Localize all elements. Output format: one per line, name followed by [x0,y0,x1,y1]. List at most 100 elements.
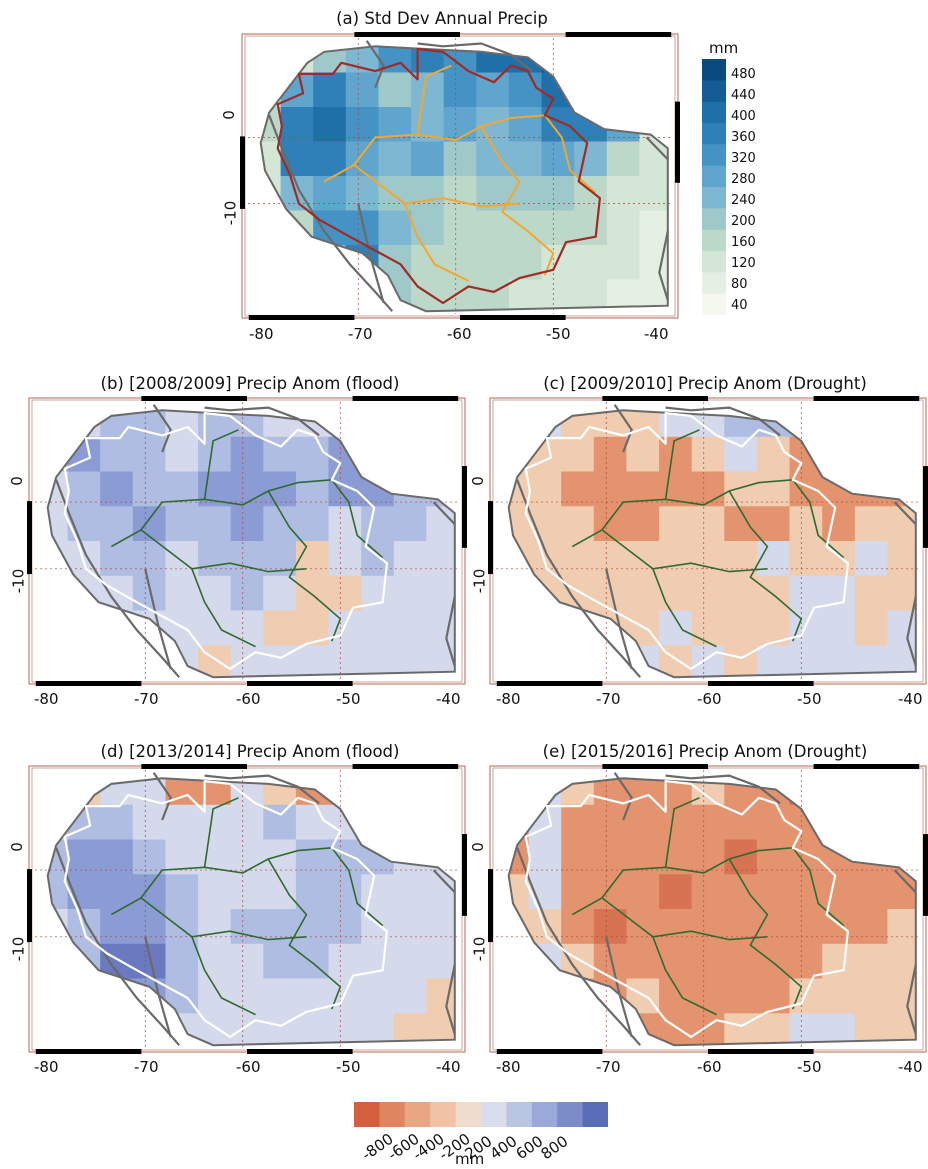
data-cell [691,943,725,980]
data-cell [165,436,199,473]
data-cell [295,909,330,945]
state-border [601,479,793,531]
data-cell [822,1013,856,1046]
data-cell [561,804,595,841]
data-cell [443,141,477,177]
data-cell [165,909,199,945]
data-cell [541,46,575,74]
data-cell [626,645,660,678]
data-cell [756,506,791,542]
data-cell [361,839,395,875]
data-cell [393,541,427,577]
data-cell [47,645,69,678]
data-cell [47,874,69,910]
panel-a-title: (a) Std Dev Annual Precip [336,9,548,28]
country-border [893,869,917,894]
data-cell [100,804,134,841]
data-cell [295,575,330,612]
data-cell [280,46,314,74]
state-border [110,529,142,548]
data-cell [691,471,725,507]
data-cell [132,645,166,678]
data-cell [822,436,856,473]
std-colorbar-unit: mm [709,39,739,57]
data-cell [574,46,608,74]
data-cell [393,506,427,542]
data-cell [165,943,199,980]
axis-bar-top [565,32,672,37]
data-cell [411,210,445,246]
axis-bar-left [27,501,32,575]
country-border [144,568,172,670]
data-cell [789,410,823,438]
data-cell [328,804,362,841]
data-cell [508,978,530,1014]
panel-c-title: (c) [2009/2010] Precip Anom (Drought) [543,374,867,393]
data-cell [822,839,856,875]
data-cell [626,575,660,612]
data-cell [887,541,916,577]
data-cell [508,471,530,507]
data-cell [822,804,856,841]
data-cell [476,245,510,281]
data-cell [593,1013,627,1046]
data-cell [854,645,888,678]
anom-colorbar [354,1102,608,1127]
axis-bar-bottom [496,681,603,686]
map-panel-d [27,764,467,1054]
data-cell [508,575,530,612]
data-cell [854,839,888,875]
data-cell [198,978,232,1014]
data-cell [854,804,888,841]
data-cell [822,610,856,646]
data-cell [593,909,627,945]
data-cell [361,471,395,507]
data-cell [426,471,455,507]
data-cell [361,978,395,1014]
state-border [601,847,793,899]
axis-bar-left [488,501,493,575]
data-cell [541,176,575,212]
data-cell [659,410,693,438]
basin-boundary [524,780,849,1038]
data-cell [328,943,362,980]
data-cell [47,778,69,806]
country-border [204,774,320,805]
data-cell [561,471,595,507]
tick-x-b-40: -40 [436,690,461,708]
data-cell [691,1013,725,1046]
data-cell [443,72,477,108]
data-cell [230,874,264,910]
data-cell [295,804,330,841]
data-cell [260,141,282,177]
state-border [601,529,768,573]
data-cell [822,506,856,542]
data-cell [854,436,888,473]
data-cell [393,978,427,1014]
data-cell [574,141,608,177]
data-cell [626,541,660,577]
data-cell [476,279,510,312]
state-border [140,529,307,573]
data-cell [606,279,640,312]
data-cell [561,575,595,612]
state-border [792,847,845,927]
axis-bar-right [923,834,928,916]
std-colorbar-label: 280 [731,172,756,187]
data-cell [724,978,758,1014]
axis-bar-bottom [708,1049,814,1054]
data-cell [132,1013,166,1046]
data-cell [313,72,347,108]
data-cell [393,943,427,980]
tick-x-a-50: -50 [546,325,571,343]
axis-bar-top [602,764,708,769]
data-cell [476,72,510,108]
axis-bar-top [813,396,920,401]
data-cell [47,610,69,646]
coastline [46,777,456,1047]
tick-y-c-10: -10 [470,568,489,594]
data-cell [328,874,362,910]
data-cell [328,1013,362,1046]
data-cell [132,839,166,875]
state-border [728,858,803,1010]
